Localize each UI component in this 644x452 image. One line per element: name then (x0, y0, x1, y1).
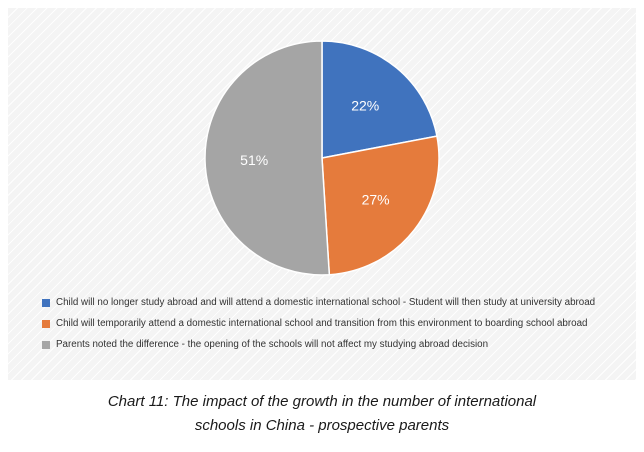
pie-slice-label-2: 51% (240, 152, 268, 168)
caption-line-1: Chart 11: The impact of the growth in th… (107, 393, 537, 410)
chart-caption: Chart 11: The impact of the growth in th… (0, 390, 644, 438)
legend-swatch-2 (42, 340, 50, 349)
pie-chart: 22% 27% 51% (204, 40, 440, 276)
caption-line-2: schools in China - prospective parents (194, 417, 450, 434)
legend: Child will no longer study abroad and wi… (42, 292, 632, 355)
legend-swatch-1 (42, 319, 50, 328)
pie-slice-0 (321, 40, 438, 159)
pie-slice-1 (321, 135, 440, 276)
pie-slice-label-1: 27% (362, 192, 390, 208)
pie-slice-2 (204, 40, 331, 276)
legend-item-1: Child will temporarily attend a domestic… (42, 313, 632, 334)
legend-label-2: Parents noted the difference - the openi… (56, 339, 489, 350)
legend-swatch-0 (42, 298, 50, 307)
chart-panel: 22% 27% 51% Child will no longer study abr… (8, 8, 636, 380)
legend-label-0: Child will no longer study abroad and wi… (56, 297, 596, 308)
legend-label-1: Child will temporarily attend a domestic… (56, 318, 588, 329)
pie-slice-label-0: 22% (351, 98, 379, 114)
legend-item-2: Parents noted the difference - the openi… (42, 334, 632, 355)
legend-item-0: Child will no longer study abroad and wi… (42, 292, 632, 313)
